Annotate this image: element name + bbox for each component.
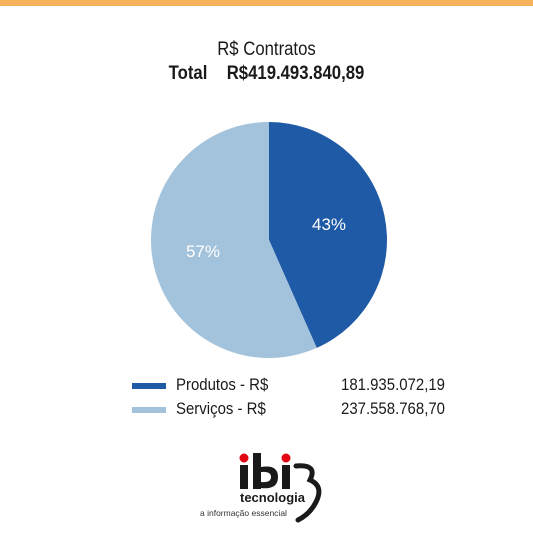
logo-tagline: a informação essencial <box>200 508 287 518</box>
legend-label-servicos: Serviços - R$ <box>176 399 266 418</box>
pie-slice-produtos <box>269 122 388 348</box>
legend: Produtos - R$ 181.935.072,19 Serviços - … <box>132 374 472 422</box>
chart-title: R$ Contratos <box>217 39 316 60</box>
pie-slice-servicos <box>151 122 317 359</box>
pie-label-produtos: 43% <box>312 215 346 234</box>
ibi-tecnologia-logo: tecnologia a informação essencial <box>200 453 322 523</box>
total-row: Total R$419.493.840,89 <box>32 63 501 85</box>
legend-value-produtos: 181.935.072,19 <box>341 375 445 394</box>
logo-subtitle: tecnologia <box>240 490 306 505</box>
pie-label-servicos: 57% <box>186 242 220 261</box>
total-label: Total <box>168 63 208 84</box>
total-value: R$419.493.840,89 <box>226 63 365 84</box>
logo-mark <box>239 453 322 523</box>
legend-swatch-servicos <box>132 407 166 413</box>
top-accent-bar <box>0 0 533 6</box>
legend-label-produtos: Produtos - R$ <box>176 375 269 394</box>
legend-swatch-produtos <box>132 383 166 389</box>
legend-item-servicos: Serviços - R$ 237.558.768,70 <box>132 398 472 422</box>
legend-item-produtos: Produtos - R$ 181.935.072,19 <box>132 374 472 398</box>
legend-value-servicos: 237.558.768,70 <box>341 399 445 418</box>
